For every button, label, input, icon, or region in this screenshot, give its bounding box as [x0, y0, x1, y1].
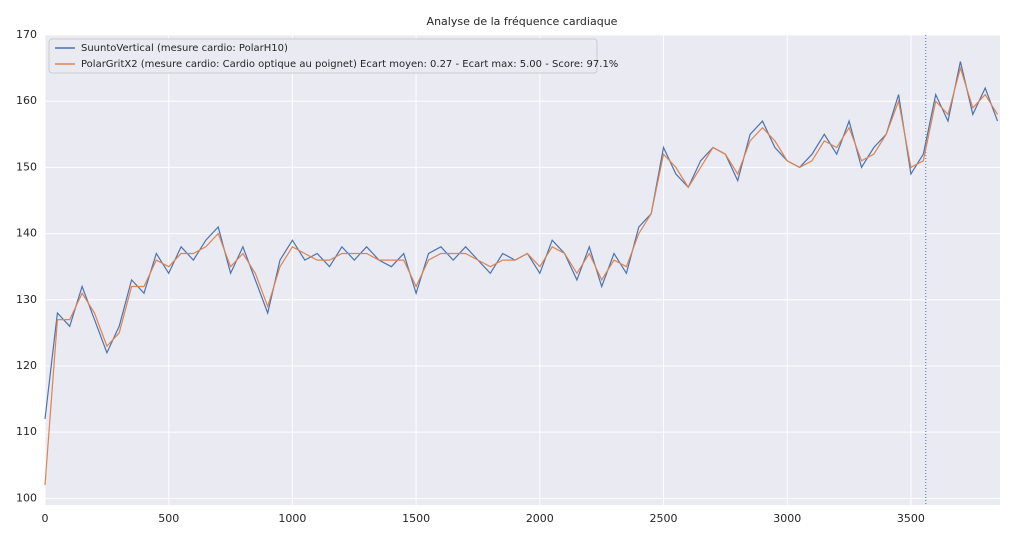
y-tick-label: 150: [16, 160, 37, 173]
y-tick-label: 100: [16, 491, 37, 504]
chart-title: Analyse de la fréquence cardiaque: [427, 15, 618, 28]
x-tick-label: 500: [158, 512, 179, 525]
y-tick-label: 140: [16, 227, 37, 240]
x-tick-label: 0: [42, 512, 49, 525]
y-tick-label: 160: [16, 94, 37, 107]
legend-label: PolarGritX2 (mesure cardio: Cardio optiq…: [81, 59, 618, 70]
x-tick-label: 1000: [278, 512, 306, 525]
y-tick-label: 120: [16, 359, 37, 372]
legend-label: SuuntoVertical (mesure cardio: PolarH10): [81, 43, 288, 54]
y-tick-label: 110: [16, 425, 37, 438]
x-tick-label: 3500: [897, 512, 925, 525]
series-line: [44, 65, 999, 486]
x-tick-label: 1500: [402, 512, 430, 525]
x-tick-label: 3000: [773, 512, 801, 525]
legend-box: [48, 38, 598, 74]
y-tick-label: 130: [16, 293, 37, 306]
x-tick-label: 2500: [650, 512, 678, 525]
x-tick-label: 2000: [526, 512, 554, 525]
legend: SuuntoVertical (mesure cardio: PolarH10)…: [48, 38, 618, 74]
plot-background: [45, 35, 1000, 505]
y-tick-label: 170: [16, 28, 37, 41]
